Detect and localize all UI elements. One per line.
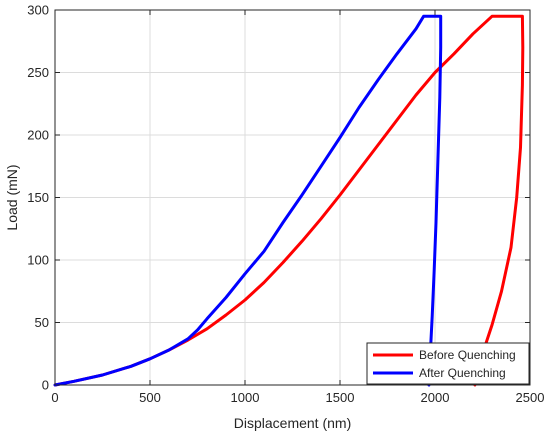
y-tick-label: 200	[27, 128, 49, 143]
x-axis-label: Displacement (nm)	[234, 415, 351, 431]
legend: Before Quenching After Quenching	[366, 342, 530, 385]
y-tick-label: 100	[27, 253, 49, 268]
x-tick-label: 1000	[231, 390, 260, 405]
series-layer	[53, 14, 525, 387]
x-tick-label: 1500	[326, 390, 355, 405]
tick-labels: 0 500 1000 1500 2000 2500 0 50 100 150 200 250 300	[27, 3, 544, 406]
y-tick-label: 0	[42, 378, 49, 393]
legend-label-before-quenching: Before Quenching	[419, 348, 516, 362]
x-tick-label: 500	[139, 390, 161, 405]
plot-area	[53, 9, 531, 387]
legend-box	[366, 342, 530, 385]
x-tick-label: 0	[51, 390, 58, 405]
y-tick-label: 300	[27, 3, 49, 18]
y-axis-label: Load (mN)	[4, 164, 20, 230]
y-tick-label: 150	[27, 190, 49, 205]
legend-label-after-quenching: After Quenching	[419, 366, 506, 380]
series-line-after-quenching	[53, 14, 443, 387]
x-tick-label: 2000	[421, 390, 450, 405]
x-tick-label: 2500	[516, 390, 545, 405]
y-tick-label: 250	[27, 65, 49, 80]
y-tick-label: 50	[35, 315, 49, 330]
